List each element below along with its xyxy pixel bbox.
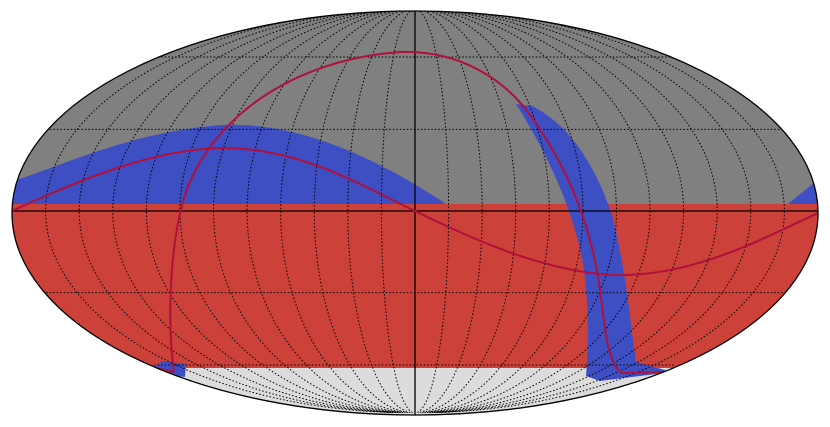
map-outline <box>11 10 819 416</box>
meridian <box>45 11 389 413</box>
meridian <box>426 11 584 413</box>
meridian <box>441 11 785 413</box>
meridian <box>431 11 651 413</box>
meridian <box>280 11 406 413</box>
ecliptic-curve <box>12 146 818 277</box>
meridian <box>438 11 752 413</box>
meridian <box>347 11 411 413</box>
meridian <box>429 11 617 413</box>
blue-region <box>12 124 446 204</box>
galactic-plane-curve <box>159 368 175 373</box>
meridian <box>78 11 392 413</box>
blue-region <box>788 182 818 204</box>
meridian <box>179 11 399 413</box>
meridian <box>246 11 404 413</box>
galactic-plane-curve <box>169 50 669 375</box>
meridian <box>424 11 550 413</box>
meridian <box>213 11 401 413</box>
meridian <box>419 11 483 413</box>
blue-region <box>516 104 672 381</box>
